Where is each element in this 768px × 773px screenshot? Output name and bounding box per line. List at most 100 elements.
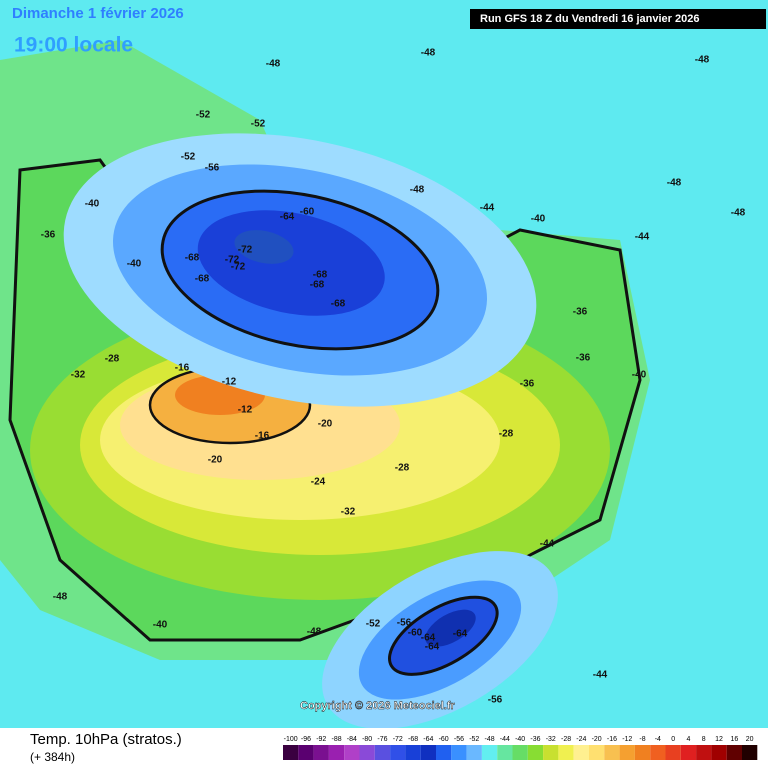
colorbar-tick-label: -60	[439, 736, 449, 743]
colorbar-tick-label: -24	[576, 736, 586, 743]
contour-label: -44	[540, 539, 555, 550]
contour-label: -20	[318, 419, 333, 430]
footer-lead: (+ 384h)	[30, 750, 75, 764]
colorbar-cell	[711, 745, 727, 760]
colorbar-cell	[405, 745, 421, 760]
contour-label: -64	[421, 633, 436, 644]
colorbar-cell	[665, 745, 681, 760]
contour-label: -48	[421, 48, 436, 59]
colorbar-cell	[451, 745, 467, 760]
contour-label: -16	[175, 363, 190, 374]
run-info: Run GFS 18 Z du Vendredi 16 janvier 2026	[480, 13, 699, 25]
colorbar-cell	[298, 745, 314, 760]
colorbar-tick-label: -84	[347, 736, 357, 743]
contour-label: -44	[593, 670, 608, 681]
colorbar-tick-label: 0	[671, 736, 675, 743]
contour-label: -52	[196, 110, 211, 121]
colorbar-cell	[359, 745, 375, 760]
colorbar-cell	[543, 745, 559, 760]
contour-label: -48	[695, 55, 710, 66]
colorbar-tick-label: 20	[746, 736, 754, 743]
zone-72	[234, 230, 294, 264]
colorbar-tick-label: -72	[393, 736, 403, 743]
colorbar-cell	[390, 745, 406, 760]
colorbar-cell	[619, 745, 635, 760]
contour-label: -40	[531, 214, 546, 225]
colorbar-cell	[650, 745, 666, 760]
colorbar-cell	[634, 745, 651, 760]
contour-label: -56	[488, 695, 503, 706]
colorbar-tick-label: -68	[408, 736, 418, 743]
colorbar-cell	[313, 745, 329, 760]
colorbar-cell	[742, 745, 758, 760]
contour-label: -12	[222, 377, 237, 388]
south-vortex	[322, 551, 558, 729]
colorbar-tick-label: -76	[377, 736, 387, 743]
contour-label: -56	[397, 618, 412, 629]
colorbar-tick-label: -48	[484, 736, 494, 743]
colorbar-cell	[680, 745, 697, 760]
colorbar-tick-label: -36	[530, 736, 540, 743]
colorbar-tick-label: -12	[622, 736, 632, 743]
contour-label: -68	[313, 270, 328, 281]
contour-label: -48	[307, 627, 322, 638]
contour-label: -72	[225, 255, 240, 266]
contour-label: -52	[366, 619, 381, 630]
contour-label: -28	[105, 354, 120, 365]
colorbar-cell	[344, 745, 360, 760]
colorbar-cell	[328, 745, 345, 760]
contour-label: -32	[71, 370, 86, 381]
colorbar-cell	[481, 745, 498, 760]
colorbar-tick-label: -32	[546, 736, 556, 743]
colorbar-cell	[374, 745, 391, 760]
contour-label: -12	[238, 405, 253, 416]
colorbar-cell	[726, 745, 742, 760]
contour-labels: -72-72-72-68-68 -68-68-68-64 -60-56-52-52-…	[41, 48, 746, 706]
colorbar-tick-label: 12	[715, 736, 723, 743]
colorbar-cell	[527, 745, 544, 760]
colorbar-tick-label: -64	[423, 736, 433, 743]
contour-label: -60	[300, 207, 315, 218]
colorbar-tick-label: -52	[469, 736, 479, 743]
colorbar-cell	[436, 745, 452, 760]
contour-label: -36	[41, 230, 56, 241]
colorbar-tick-label: -20	[592, 736, 602, 743]
contour-label: -20	[208, 455, 223, 466]
colorbar-tick-label: 16	[730, 736, 738, 743]
colorbar-cell	[589, 745, 605, 760]
colorbar-cell	[283, 745, 299, 760]
colorbar-cell	[512, 745, 528, 760]
contour-label: -28	[395, 463, 410, 474]
colorbar-cell	[696, 745, 712, 760]
colorbar-tick-label: -92	[316, 736, 326, 743]
colorbar-cell	[466, 745, 482, 760]
contour-label: -44	[480, 203, 495, 214]
contour-label: -68	[195, 274, 210, 285]
copyright: Copyright © 2026 Meteociel.fr	[300, 700, 456, 712]
contour-label: -44	[635, 232, 650, 243]
contour-label: -48	[410, 185, 425, 196]
colorbar-cell	[497, 745, 513, 760]
forecast-date: Dimanche 1 février 2026	[12, 5, 184, 22]
contour-label: -40	[127, 259, 142, 270]
contour-label: -68	[185, 253, 200, 264]
contour-label: -40	[632, 370, 647, 381]
contour-label: -68	[331, 299, 346, 310]
contour-label: -24	[311, 477, 326, 488]
contour-label: -40	[153, 620, 168, 631]
contour-label: -48	[731, 208, 746, 219]
forecast-time: 19:00 locale	[14, 34, 133, 57]
footer-title: Temp. 10hPa (stratos.)	[30, 731, 182, 748]
contour-label: -40	[85, 199, 100, 210]
contour-label: -60	[408, 628, 423, 639]
colorbar-tick-label: -28	[561, 736, 571, 743]
colorbar-tick-label: 4	[686, 736, 690, 743]
contour-label: -36	[576, 353, 591, 364]
contour-label: -52	[181, 152, 196, 163]
contour-label: -56	[205, 163, 220, 174]
contour-label: -32	[341, 507, 356, 518]
colorbar-cell	[604, 745, 620, 760]
contour-label: -48	[266, 59, 281, 70]
colorbar-tick-label: -100	[284, 736, 298, 743]
colorbar-tick-label: -44	[500, 736, 510, 743]
